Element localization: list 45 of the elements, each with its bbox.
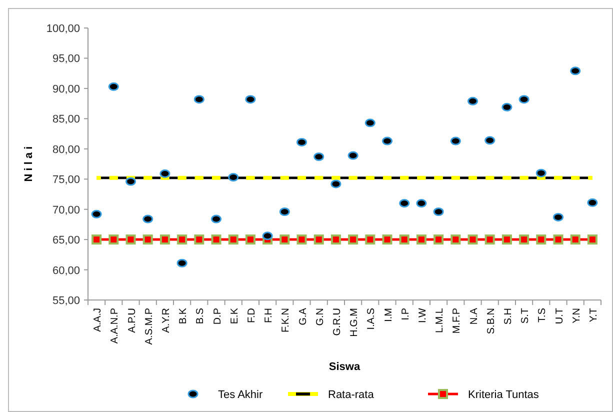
x-tick-label: M.F.P — [452, 308, 463, 334]
x-axis-title: Siswa — [328, 361, 361, 373]
x-tick-label: Y.N — [571, 308, 582, 324]
y-tick-label: 95,00 — [52, 53, 80, 66]
y-tick-label: 65,00 — [52, 234, 80, 247]
legend-label: Kriteria Tuntas — [468, 389, 540, 401]
y-tick-label: 80,00 — [52, 144, 80, 156]
x-tick-label: S.H — [502, 308, 514, 325]
x-tick-label: L.M.L — [434, 308, 446, 334]
x-tick-label: S.T — [520, 308, 532, 324]
x-tick-label: Y.T — [588, 308, 600, 322]
x-tick-label: F.H — [264, 308, 275, 323]
y-tick-label: 70,00 — [52, 204, 80, 216]
x-tick-label: I.A.S — [366, 308, 378, 330]
x-tick-label: A.A.J — [92, 308, 104, 332]
y-tick-label: 55,00 — [52, 295, 80, 307]
x-tick-label: I.W — [417, 307, 428, 323]
x-tick-label: N.A — [468, 308, 480, 325]
y-tick-label: 90,00 — [52, 83, 80, 96]
x-tick-label: H.G.M — [349, 308, 360, 337]
x-tick-label: A.P.U — [126, 308, 138, 333]
x-tick-label: U.T — [554, 308, 566, 324]
x-tick-label: G.N — [314, 308, 326, 326]
x-tick-label: A.Y.R — [160, 308, 172, 333]
x-tick-label: A.S.M.P — [144, 308, 155, 345]
legend-label: Rata-rata — [328, 389, 375, 401]
y-tick-label: 75,00 — [52, 174, 80, 186]
x-tick-label: F.D — [246, 308, 258, 323]
x-tick-label: E.K — [229, 308, 240, 324]
x-tick-label: I.M — [383, 308, 394, 322]
y-tick-label: 100,00 — [46, 23, 80, 35]
y-axis-title: N i l a i — [23, 146, 35, 182]
x-tick-label: S.B.N — [486, 308, 497, 334]
legend-label: Tes Akhir — [218, 389, 263, 401]
x-tick-label: B.K — [178, 308, 190, 324]
x-tick-label: I.P — [400, 308, 412, 320]
x-tick-label: D.P — [212, 308, 224, 325]
x-tick-label: G.R.U — [332, 308, 343, 336]
x-tick-label: F.K.N — [280, 308, 292, 332]
y-tick-label: 60,00 — [52, 264, 80, 277]
x-tick-label: T.S — [537, 308, 548, 322]
x-tick-label: B.S — [195, 308, 206, 324]
x-tick-label: G.A — [298, 308, 309, 326]
x-tick-label: A.A.N.P — [110, 308, 121, 344]
y-tick-label: 85,00 — [52, 114, 80, 126]
